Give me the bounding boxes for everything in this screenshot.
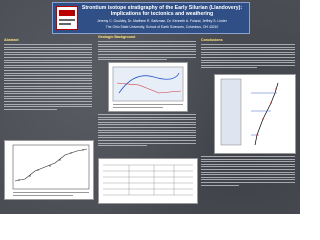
body-text xyxy=(201,156,295,186)
figure xyxy=(214,74,296,154)
table-grid xyxy=(103,164,193,196)
logo xyxy=(56,6,78,30)
section-heading: Conclusions xyxy=(201,38,223,42)
title-box: Strontium isotope stratigraphy of the Ea… xyxy=(52,2,250,34)
poster: Strontium isotope stratigraphy of the Ea… xyxy=(0,0,300,214)
body-text xyxy=(201,44,295,69)
figure-plot xyxy=(12,144,90,196)
authors: Jeremy C. Gouldey, Dr. Matthew R. Saltzm… xyxy=(97,19,227,23)
section-heading: Geologic Background xyxy=(98,35,136,39)
body-text xyxy=(98,114,196,147)
section-heading: Abstract xyxy=(4,38,19,42)
figure xyxy=(108,62,188,112)
table xyxy=(98,158,198,204)
body-text xyxy=(4,44,92,110)
body-text xyxy=(98,41,196,61)
poster-title: Strontium isotope stratigraphy of the Ea… xyxy=(81,5,243,17)
figure-curve xyxy=(220,78,279,146)
figure xyxy=(4,140,94,200)
affiliation: The Ohio State University, School of Ear… xyxy=(105,25,219,29)
logo-icon xyxy=(59,10,75,25)
figure-map xyxy=(112,66,184,108)
